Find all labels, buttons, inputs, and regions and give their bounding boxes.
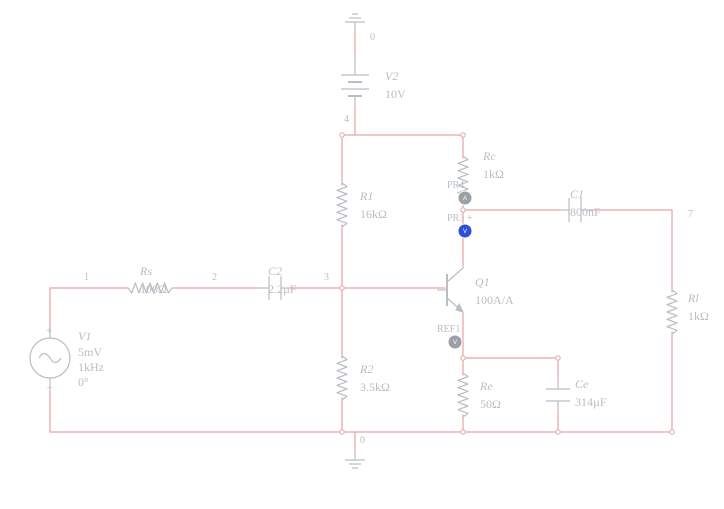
svg-text:314µF: 314µF xyxy=(575,395,607,409)
svg-text:100Ω: 100Ω xyxy=(140,282,167,296)
svg-text:–: – xyxy=(46,381,53,393)
junction-dot xyxy=(340,133,344,137)
junction-dot xyxy=(461,208,465,212)
svg-text:100A/A: 100A/A xyxy=(475,293,514,307)
node-label: 0 xyxy=(370,32,375,43)
svg-text:C1: C1 xyxy=(570,187,584,201)
node-label: 4 xyxy=(344,114,349,125)
svg-text:REF1: REF1 xyxy=(437,324,460,335)
svg-text:1kΩ: 1kΩ xyxy=(688,309,709,323)
junction-dot xyxy=(461,356,465,360)
node-label: 7 xyxy=(688,209,693,220)
node-label: 2 xyxy=(212,272,217,283)
re-resistor xyxy=(458,373,468,417)
probe-ref: V xyxy=(448,335,462,349)
svg-text:10V: 10V xyxy=(385,87,406,101)
svg-text:Rc: Rc xyxy=(482,149,496,163)
svg-text:16kΩ: 16kΩ xyxy=(360,207,387,221)
svg-text:C2: C2 xyxy=(268,264,282,278)
v1-source xyxy=(30,328,70,388)
probe-pr3: V xyxy=(458,224,472,238)
junction-dot xyxy=(461,430,465,434)
svg-text:Rs: Rs xyxy=(139,264,152,278)
junction-dot xyxy=(340,286,344,290)
junction-dot xyxy=(340,430,344,434)
node-label: 0 xyxy=(360,435,365,446)
svg-text:1kHz: 1kHz xyxy=(78,360,104,374)
r1-resistor xyxy=(337,183,347,227)
svg-text:V2: V2 xyxy=(385,69,398,83)
svg-text:+: + xyxy=(46,325,52,337)
svg-text:V: V xyxy=(453,340,457,346)
svg-text:PR3 +: PR3 + xyxy=(447,213,473,224)
r2-resistor xyxy=(337,356,347,400)
junction-dot xyxy=(461,133,465,137)
svg-text:Q1: Q1 xyxy=(475,275,490,289)
svg-text:5mV: 5mV xyxy=(78,345,102,359)
q1-bjt xyxy=(437,266,463,314)
svg-text:Ce: Ce xyxy=(575,377,589,391)
rl-resistor xyxy=(667,290,677,334)
svg-text:800nF: 800nF xyxy=(570,205,601,219)
svg-text:V1: V1 xyxy=(78,329,91,343)
ce-cap xyxy=(546,381,570,409)
svg-text:2.2µF: 2.2µF xyxy=(268,282,297,296)
svg-text:Re: Re xyxy=(479,379,493,393)
v2-source xyxy=(341,58,369,105)
svg-text:3.5kΩ: 3.5kΩ xyxy=(360,380,390,394)
svg-text:0°: 0° xyxy=(78,375,89,389)
ground-symbol xyxy=(345,14,365,30)
junction-dot xyxy=(556,430,560,434)
junction-dot xyxy=(556,356,560,360)
svg-text:PR4: PR4 xyxy=(447,180,464,191)
svg-text:R1: R1 xyxy=(359,189,373,203)
ground-symbol xyxy=(345,452,365,468)
svg-text:R2: R2 xyxy=(359,362,373,376)
svg-text:V: V xyxy=(463,229,467,235)
node-label: 3 xyxy=(324,272,329,283)
svg-text:50Ω: 50Ω xyxy=(480,397,501,411)
svg-text:A: A xyxy=(463,196,467,202)
svg-text:1kΩ: 1kΩ xyxy=(483,167,504,181)
node-label: 1 xyxy=(84,272,89,283)
junction-dot xyxy=(670,430,674,434)
svg-text:Rl: Rl xyxy=(687,291,699,305)
probe-pr4: A xyxy=(458,191,472,205)
